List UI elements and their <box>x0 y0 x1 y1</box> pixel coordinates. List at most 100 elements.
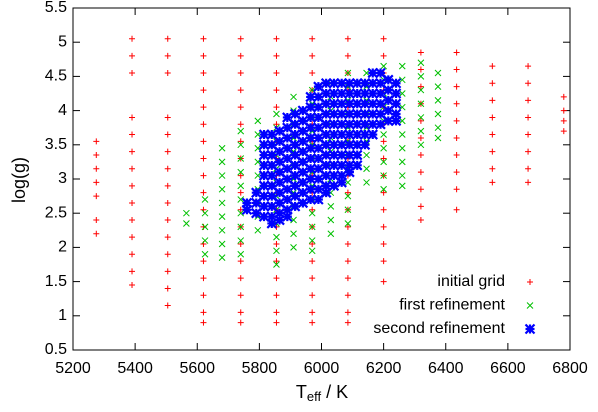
point <box>305 183 316 195</box>
point <box>289 190 301 202</box>
point <box>367 119 379 130</box>
point <box>266 160 278 171</box>
point <box>273 233 280 241</box>
point <box>417 141 425 149</box>
point <box>375 98 386 110</box>
point <box>266 170 278 181</box>
point <box>274 177 285 188</box>
point <box>164 35 171 42</box>
point <box>308 247 316 255</box>
point <box>344 69 352 77</box>
point <box>417 73 425 80</box>
point <box>344 35 351 42</box>
point <box>320 88 332 99</box>
point <box>200 138 207 145</box>
point <box>336 160 347 171</box>
point <box>282 132 293 144</box>
point <box>390 98 402 110</box>
point <box>274 166 285 178</box>
point <box>380 278 387 285</box>
point <box>327 216 335 224</box>
point <box>309 309 316 316</box>
point <box>309 292 316 299</box>
point <box>390 108 402 120</box>
point <box>344 189 351 196</box>
point <box>359 108 371 120</box>
point <box>237 237 245 244</box>
point <box>282 112 293 123</box>
point <box>201 196 209 203</box>
point <box>254 117 262 125</box>
point <box>273 261 280 268</box>
point <box>434 110 442 118</box>
point <box>297 136 309 147</box>
point <box>164 234 171 241</box>
point <box>344 160 355 171</box>
point <box>93 165 100 172</box>
point <box>309 52 316 59</box>
point <box>93 217 100 224</box>
point <box>380 185 387 193</box>
point <box>417 49 424 56</box>
point <box>273 258 280 265</box>
point <box>344 275 351 282</box>
point <box>237 69 244 76</box>
point <box>282 122 293 133</box>
point <box>289 180 301 192</box>
point <box>313 194 324 205</box>
point <box>390 88 402 99</box>
point <box>320 77 332 89</box>
point <box>305 153 316 164</box>
legend-marker <box>526 302 534 309</box>
point <box>200 104 207 111</box>
point <box>320 187 332 198</box>
point <box>383 105 394 116</box>
x-tick-label: 5800 <box>242 360 278 377</box>
point <box>93 152 100 159</box>
point <box>305 142 316 154</box>
point <box>328 88 340 99</box>
point <box>93 230 100 237</box>
point <box>367 67 379 79</box>
point <box>164 199 171 206</box>
point <box>453 152 460 159</box>
point <box>351 160 363 171</box>
point <box>344 129 355 140</box>
point <box>375 119 386 130</box>
point <box>164 69 171 76</box>
point <box>336 108 347 120</box>
point <box>525 114 532 121</box>
point <box>129 282 136 289</box>
point <box>344 292 351 299</box>
point <box>129 217 136 224</box>
point <box>241 204 253 216</box>
point <box>273 69 280 76</box>
point <box>398 62 406 70</box>
point <box>489 63 496 70</box>
point <box>305 132 316 144</box>
point <box>417 217 424 224</box>
point <box>344 98 355 110</box>
point <box>380 258 387 265</box>
point <box>327 203 335 210</box>
point <box>525 80 532 87</box>
point <box>489 148 496 155</box>
point <box>237 104 244 111</box>
point <box>380 172 387 179</box>
x-tick-label: 5600 <box>179 360 215 377</box>
point <box>254 144 262 152</box>
point <box>560 93 567 100</box>
y-tick-label: 3 <box>58 170 67 187</box>
point <box>289 129 301 140</box>
point <box>164 165 171 172</box>
point <box>417 114 425 121</box>
point <box>218 199 226 207</box>
point <box>258 211 270 222</box>
legend-label: initial grid <box>437 273 505 290</box>
point <box>129 52 136 59</box>
point <box>282 153 293 164</box>
point <box>328 77 340 89</box>
point <box>351 149 363 161</box>
point <box>183 220 190 227</box>
point <box>274 125 285 137</box>
